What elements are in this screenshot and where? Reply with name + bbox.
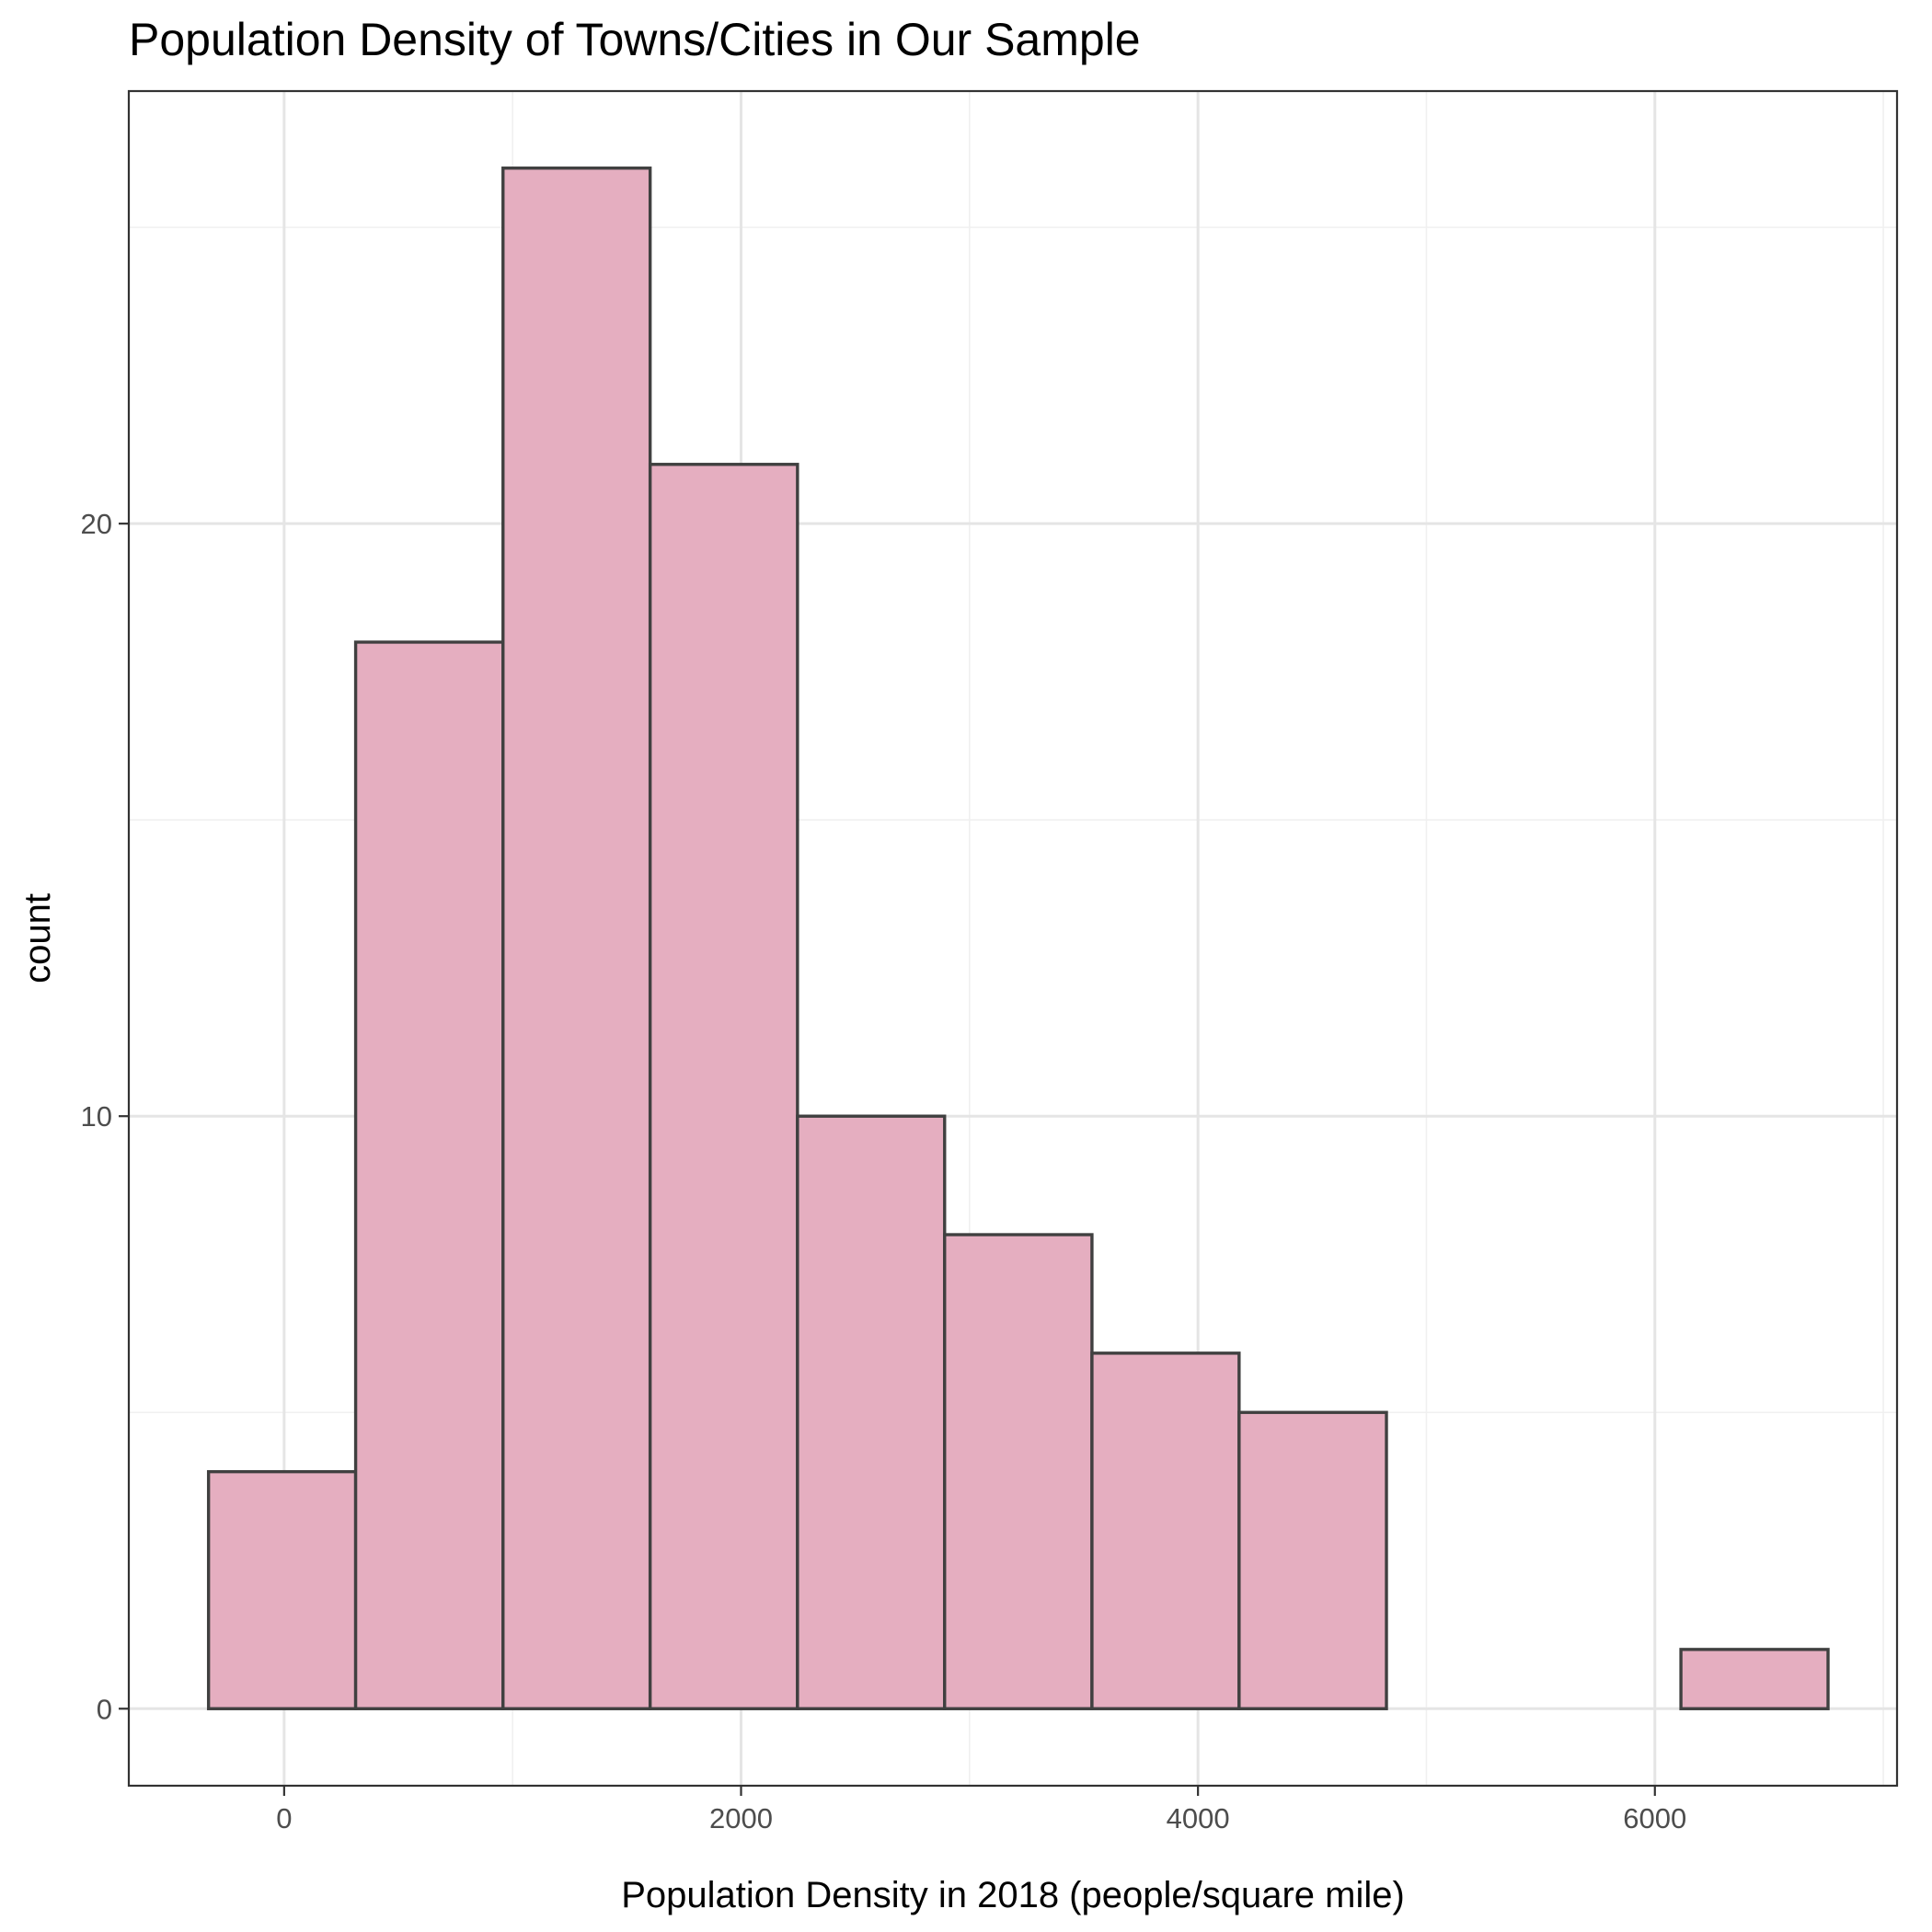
- x-axis-title: Population Density in 2018 (people/squar…: [621, 1875, 1405, 1915]
- histogram-bar-1: [206, 1469, 358, 1710]
- histogram-bar-3: [501, 167, 652, 1710]
- y-tick-label: 20: [81, 508, 112, 540]
- y-tick-label: 0: [97, 1693, 112, 1725]
- x-tick-label: 2000: [709, 1802, 773, 1834]
- axis-ticks: [119, 523, 1656, 1796]
- histogram-bar-5: [796, 1114, 947, 1710]
- histogram-bar-4: [648, 463, 799, 1710]
- chart-title: Population Density of Towns/Cities in Ou…: [129, 14, 1141, 65]
- panel-border: [127, 89, 1899, 1788]
- histogram-bar-7: [1090, 1351, 1241, 1710]
- x-tick-label: 0: [276, 1802, 292, 1834]
- histogram-bars: [206, 167, 1830, 1710]
- y-axis-title: count: [17, 893, 58, 983]
- y-tick-labels: 0 10 20: [81, 508, 112, 1725]
- y-tick-label: 10: [81, 1100, 112, 1133]
- histogram-bar-2: [353, 640, 505, 1710]
- x-tick-labels: 0 2000 4000 6000: [276, 1802, 1686, 1834]
- histogram-bar-8: [1237, 1410, 1388, 1710]
- histogram-bar-11: [1679, 1648, 1830, 1710]
- histogram-bar-6: [943, 1233, 1094, 1710]
- x-tick-label: 4000: [1167, 1802, 1230, 1834]
- x-tick-label: 6000: [1623, 1802, 1686, 1834]
